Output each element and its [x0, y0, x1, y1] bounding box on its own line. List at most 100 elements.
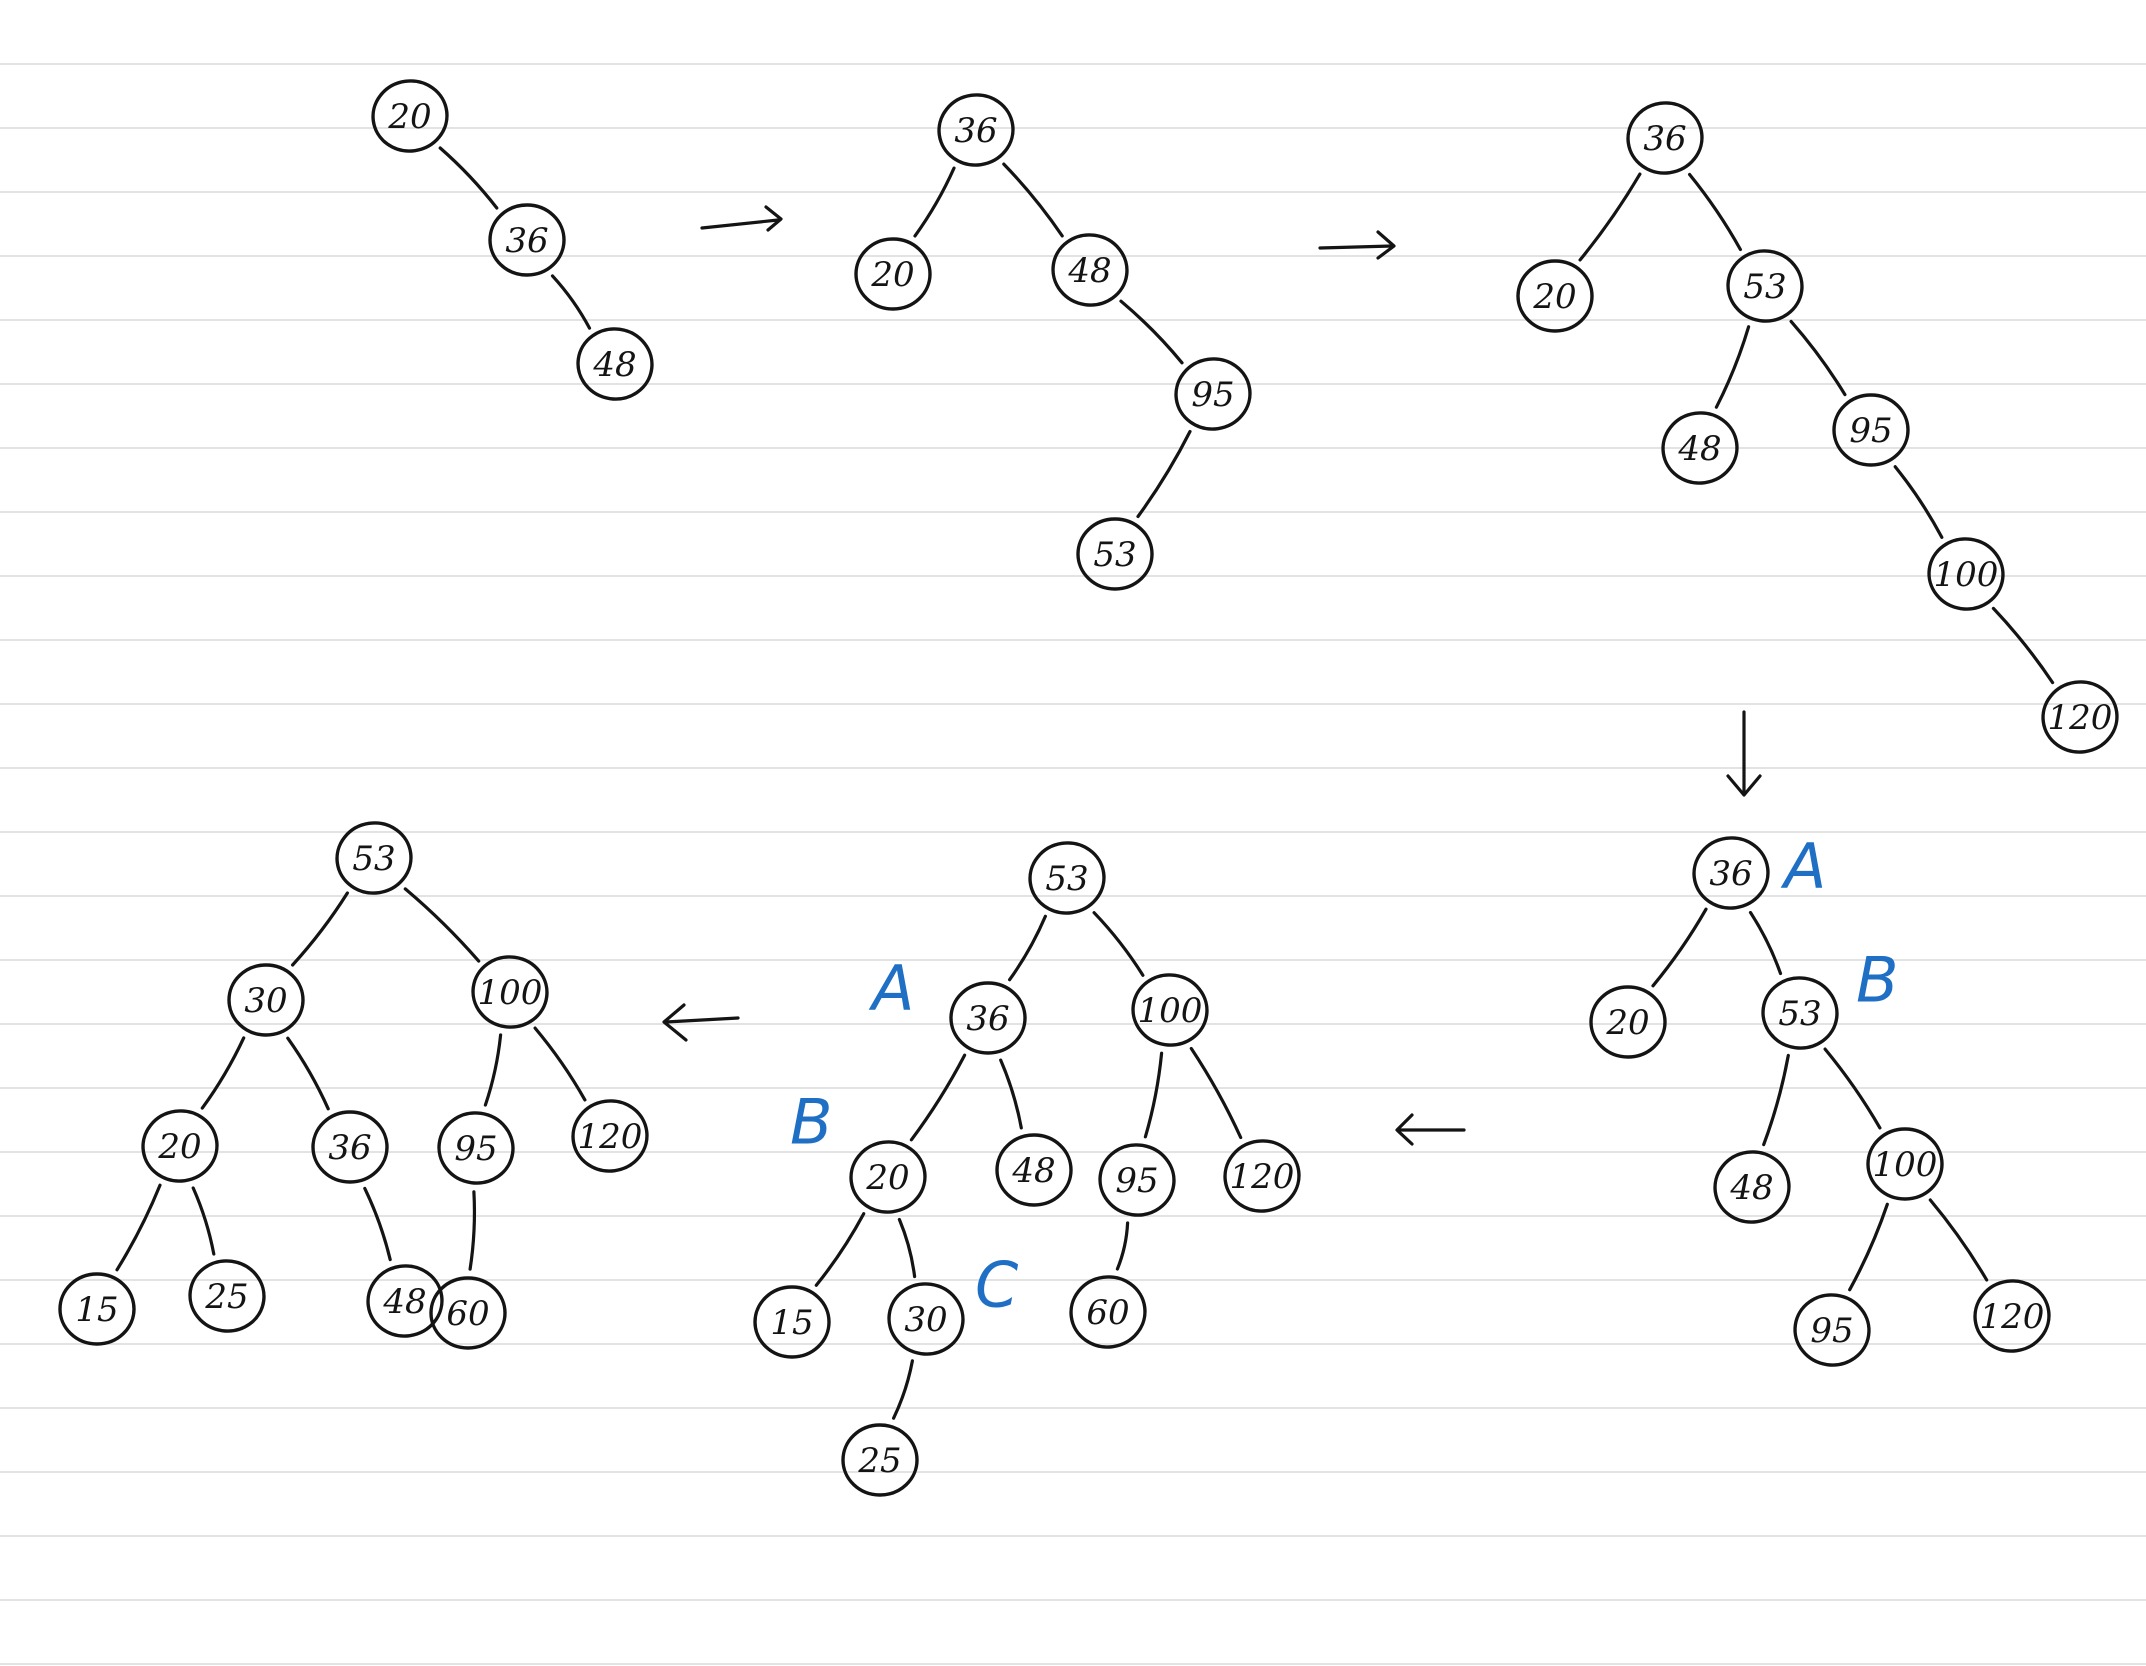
- tree-step4: 36 20 53 48 100 95 120 AB: [1589, 830, 2051, 1367]
- node-circle: [311, 1110, 389, 1184]
- tree-edge: [897, 1217, 917, 1279]
- tree-node: 15: [753, 1285, 831, 1359]
- node-label: 48: [592, 345, 636, 385]
- node-circle: [227, 963, 305, 1037]
- node-label: 53: [352, 839, 395, 879]
- tree-edge: [1008, 914, 1047, 982]
- tree-node: 95: [1832, 393, 1910, 467]
- node-label: 36: [1709, 854, 1752, 894]
- arrow-shaft: [664, 1016, 740, 1024]
- tree-node: 36: [949, 981, 1027, 1055]
- node-circle: [2041, 680, 2119, 754]
- arrow-shaft: [700, 218, 780, 230]
- tree-step3: 36 20 53 48 95 100 120: [1516, 101, 2119, 754]
- tree-edge: [1688, 172, 1742, 252]
- tree-node: 53: [1028, 841, 1106, 915]
- tree-node: 53: [335, 821, 413, 895]
- node-circle: [1076, 517, 1154, 591]
- tree-edge: [814, 1212, 866, 1287]
- tree-node: 36: [1626, 101, 1704, 175]
- node-label: 48: [1677, 429, 1721, 469]
- node-circle: [849, 1140, 927, 1214]
- arrow-step4-step5: [1395, 1113, 1466, 1146]
- node-label: 60: [1086, 1293, 1129, 1333]
- node-label: 20: [157, 1127, 201, 1167]
- tree-edge: [468, 1190, 477, 1271]
- tree-node: 25: [841, 1423, 919, 1497]
- node-label: 36: [505, 221, 548, 261]
- node-label: 95: [1191, 375, 1234, 415]
- tree-edge: [1714, 325, 1751, 409]
- tree-edge: [1762, 1053, 1790, 1147]
- node-label: 95: [454, 1129, 497, 1169]
- node-label: 95: [1810, 1311, 1853, 1351]
- tree-edge: [892, 1359, 914, 1420]
- node-circle: [1793, 1293, 1871, 1367]
- node-circle: [854, 237, 932, 311]
- node-circle: [488, 203, 566, 277]
- tree-node: 48: [1051, 233, 1129, 307]
- tree-edge: [438, 146, 499, 210]
- node-circle: [1223, 1139, 1301, 1213]
- tree-edge: [291, 891, 349, 967]
- tree-node: 20: [849, 1140, 927, 1214]
- node-circle: [1131, 973, 1209, 1047]
- node-label: 48: [1067, 251, 1111, 291]
- tree-node: 30: [887, 1282, 965, 1356]
- tree-edge: [1928, 1198, 1989, 1282]
- node-circle: [188, 1259, 266, 1333]
- annotation-b: B: [1856, 944, 1899, 1017]
- arrow-step3-step4: [1726, 710, 1762, 797]
- tree-node: 53: [1076, 517, 1154, 591]
- node-label: 120: [1230, 1157, 1295, 1197]
- node-label: 120: [2048, 698, 2113, 738]
- tree-edge: [115, 1183, 162, 1272]
- tree-edge: [1002, 162, 1064, 238]
- node-label: 100: [1138, 991, 1203, 1031]
- tree-node: 100: [471, 955, 549, 1029]
- node-circle: [995, 1133, 1073, 1207]
- node-label: 100: [1934, 555, 1999, 595]
- node-label: 120: [1980, 1297, 2045, 1337]
- tree-edge: [550, 274, 592, 330]
- annotation-c: C: [975, 1249, 1019, 1322]
- node-circle: [1051, 233, 1129, 307]
- node-circle: [1761, 976, 1839, 1050]
- tree-node: 120: [571, 1099, 649, 1173]
- node-label: 48: [1729, 1168, 1773, 1208]
- node-circle: [58, 1272, 136, 1346]
- arrow-head: [662, 1003, 688, 1042]
- tree-edge: [1189, 1046, 1243, 1140]
- tree-node: 36: [488, 203, 566, 277]
- node-label: 53: [1045, 859, 1088, 899]
- node-circle: [1726, 249, 1804, 323]
- tree-node: 95: [1174, 357, 1252, 431]
- tree-edge: [1893, 465, 1944, 539]
- arrow-head: [764, 205, 783, 232]
- node-circle: [1626, 101, 1704, 175]
- node-label: 53: [1093, 535, 1136, 575]
- tree-edge: [1991, 606, 2055, 685]
- tree-edge: [191, 1186, 216, 1256]
- tree-node: 48: [1661, 411, 1739, 485]
- tree-node: 48: [576, 327, 654, 401]
- tree-node: 100: [1131, 973, 1209, 1047]
- tree-node: 36: [1692, 836, 1770, 910]
- node-circle: [437, 1111, 515, 1185]
- node-label: 95: [1849, 411, 1892, 451]
- node-label: 36: [966, 999, 1009, 1039]
- tree-step1: 20 36 48: [371, 79, 654, 401]
- tree-edge: [909, 1053, 967, 1142]
- node-label: 15: [770, 1303, 813, 1343]
- tree-node: 48: [366, 1264, 444, 1338]
- trees: 20 36 48 36 20 48 95 53 36 20 53 48 95 100 120 36 20 53 48…: [58, 79, 2119, 1497]
- tree-node: 60: [429, 1276, 507, 1350]
- node-circle: [471, 955, 549, 1029]
- node-circle: [371, 79, 449, 153]
- annotation-b: B: [790, 1086, 833, 1159]
- tree-step2: 36 20 48 95 53: [854, 93, 1252, 591]
- arrow-head: [1726, 774, 1762, 797]
- ruled-lines: [0, 63, 2146, 1665]
